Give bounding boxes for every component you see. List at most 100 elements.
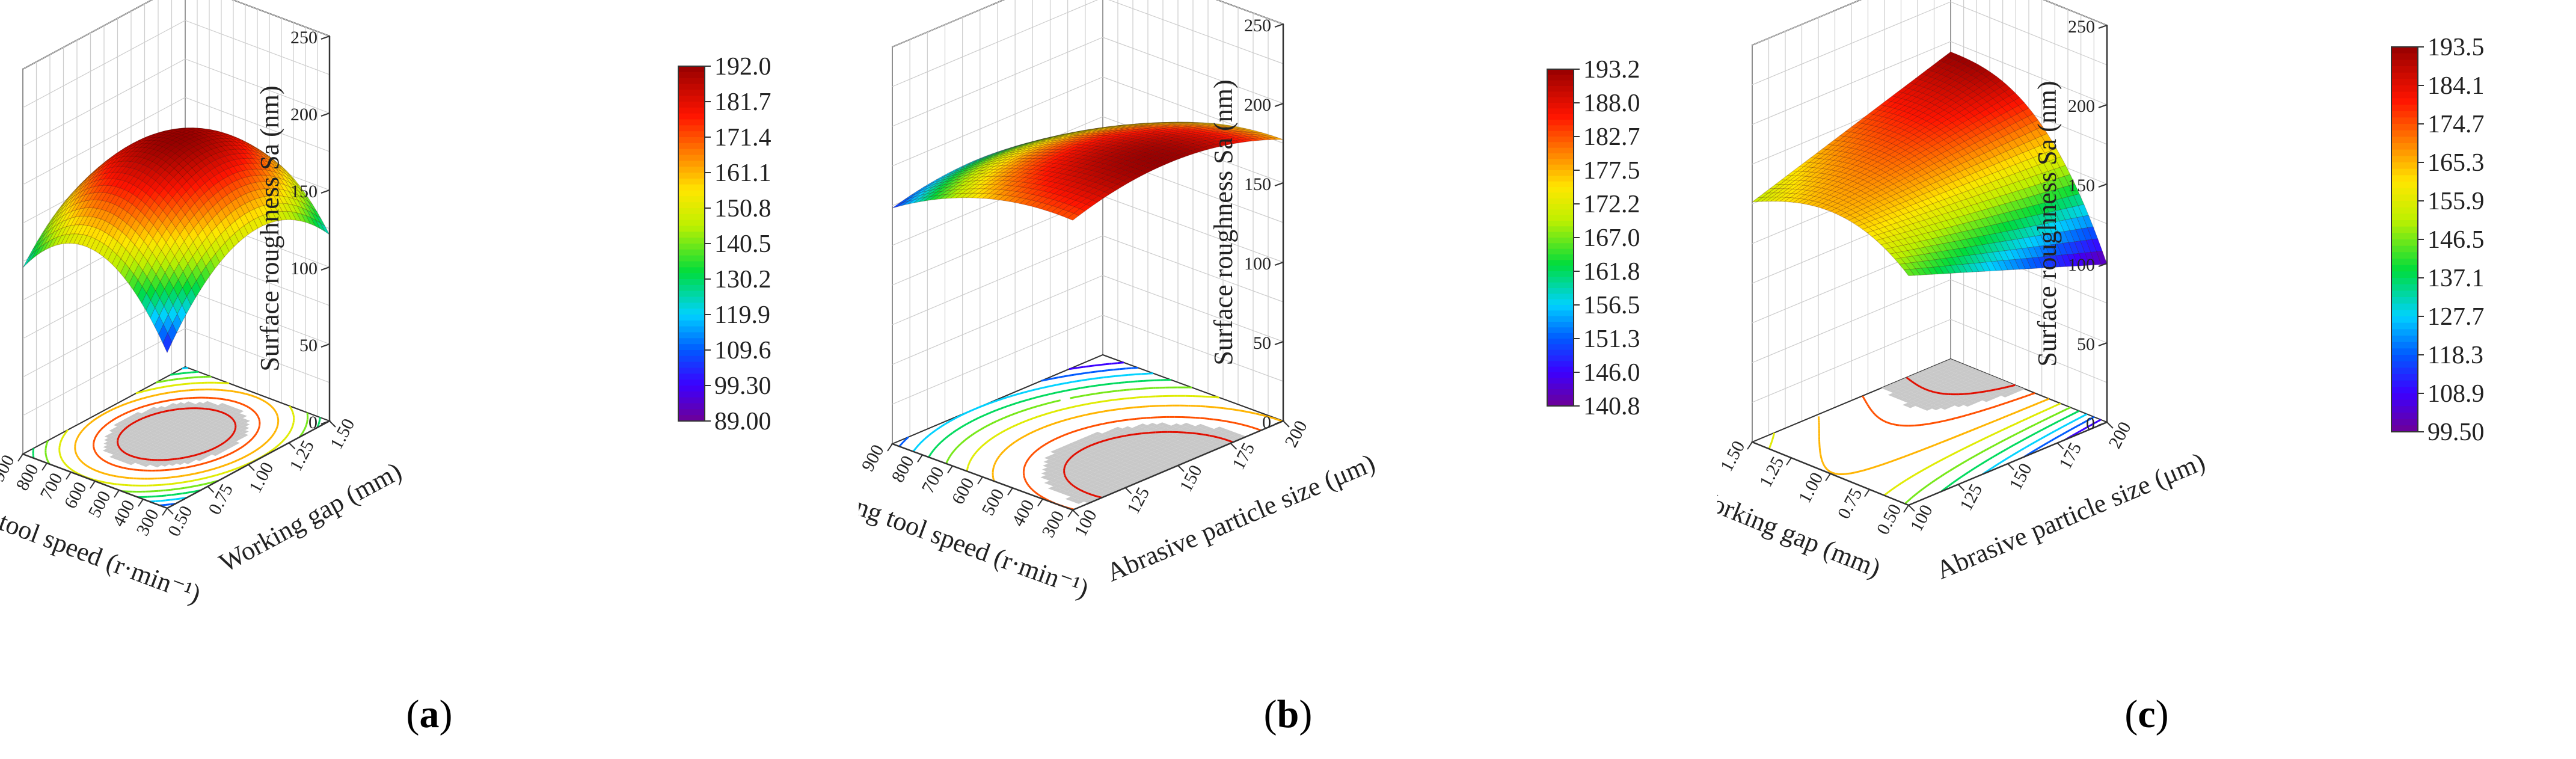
z-tick (320, 189, 330, 194)
contour-fill (227, 425, 235, 428)
contour-line (1129, 418, 1135, 421)
contour-fill (120, 432, 127, 437)
surface-cell (246, 143, 256, 149)
contour-line (80, 460, 83, 463)
contour-fill (1103, 448, 1114, 453)
contour-fill (167, 413, 176, 417)
contour-line (75, 439, 78, 441)
surface-cell (292, 192, 304, 203)
contour-line (183, 456, 189, 459)
contour-line (61, 436, 64, 440)
contour-fill (159, 447, 167, 452)
contour-line (1069, 456, 1073, 460)
surface-cell (1133, 147, 1147, 152)
contour-line (156, 495, 161, 497)
contour-fill (135, 461, 143, 464)
contour-line (289, 407, 292, 410)
contour-fill (1106, 432, 1117, 437)
gridline (185, 20, 330, 75)
surface-cell (192, 128, 201, 130)
z-axis-title: Surface roughness Sa (nm) (255, 85, 284, 371)
surface-cell (1182, 124, 1194, 127)
contour-line (1107, 399, 1113, 402)
gridline (232, 0, 330, 37)
contour-line (125, 402, 130, 405)
contour-fill (119, 436, 127, 440)
contour-fill (212, 416, 221, 420)
colorbar-segment (678, 320, 705, 327)
contour-fill (209, 411, 218, 414)
contour-fill (198, 443, 206, 447)
contour-fill (191, 440, 198, 444)
contour-fill (216, 446, 224, 450)
contour-fill (1158, 468, 1168, 473)
contour-line (1041, 386, 1047, 389)
surface-cell (909, 195, 921, 201)
contour-line (1213, 418, 1219, 421)
gridline (1102, 235, 1284, 303)
contour-fill (1146, 452, 1156, 456)
contour-line (1053, 438, 1056, 441)
surface-cell (974, 164, 986, 170)
contour-line (1070, 388, 1076, 391)
surface-cell (1167, 132, 1179, 135)
contour-fill (144, 416, 153, 420)
contour-line (242, 403, 245, 407)
contour-line (265, 401, 269, 405)
contour-line (291, 410, 294, 413)
surface-cell (1132, 155, 1145, 160)
contour-line (1102, 422, 1108, 425)
contour-fill (117, 428, 124, 432)
contour-line (1033, 490, 1037, 494)
contour-line (1067, 418, 1070, 420)
contour-fill (1124, 439, 1135, 444)
contour-line (1049, 411, 1055, 414)
colorbar-segment (678, 361, 705, 369)
colorbar-segment (678, 155, 705, 161)
surface-cell (248, 219, 259, 232)
contour-line (1107, 421, 1112, 424)
contour-fill (138, 435, 146, 440)
contour-fill (153, 434, 162, 438)
contour-line (82, 462, 86, 466)
contour-line (162, 380, 164, 383)
contour-line (93, 479, 97, 482)
contour-fill (1055, 447, 1066, 452)
contour-line (236, 391, 240, 394)
contour-line (253, 410, 256, 414)
contour-line (1043, 425, 1048, 428)
contour-fill (127, 435, 135, 439)
contour-fill (222, 430, 230, 434)
contour-fill (168, 407, 176, 410)
surface-cell (210, 159, 221, 168)
contour-fill (1139, 461, 1150, 466)
contour-line (220, 472, 225, 475)
contour-line (1081, 403, 1087, 407)
contour-line (1007, 415, 1009, 418)
contour-fill (1107, 479, 1117, 483)
contour-fill (186, 446, 194, 450)
surface-cell (1053, 144, 1065, 147)
contour-fill (1095, 441, 1105, 446)
surface-cell (120, 263, 130, 279)
contour-line (993, 464, 996, 468)
contour-line (135, 456, 139, 459)
contour-fill (1185, 424, 1195, 429)
contour-line (1026, 457, 1030, 461)
contour-fill (1152, 424, 1162, 429)
contour-fill (143, 430, 151, 434)
contour-line (1008, 414, 1011, 417)
contour-fill (156, 439, 165, 443)
contour-fill (1067, 460, 1078, 464)
contour-fill (127, 432, 135, 435)
contour-fill (186, 443, 194, 447)
contour-fill (1148, 465, 1159, 469)
contour-fill (155, 453, 163, 457)
contour-fill (174, 449, 182, 453)
contour-fill (1115, 461, 1126, 466)
contour-fill (1041, 467, 1052, 472)
contour-fill (149, 436, 158, 440)
contour-fill (1097, 454, 1108, 459)
contour-line (75, 453, 78, 456)
surface-plot-b: 0501001502002503004005006007008009001001… (859, 0, 1640, 604)
